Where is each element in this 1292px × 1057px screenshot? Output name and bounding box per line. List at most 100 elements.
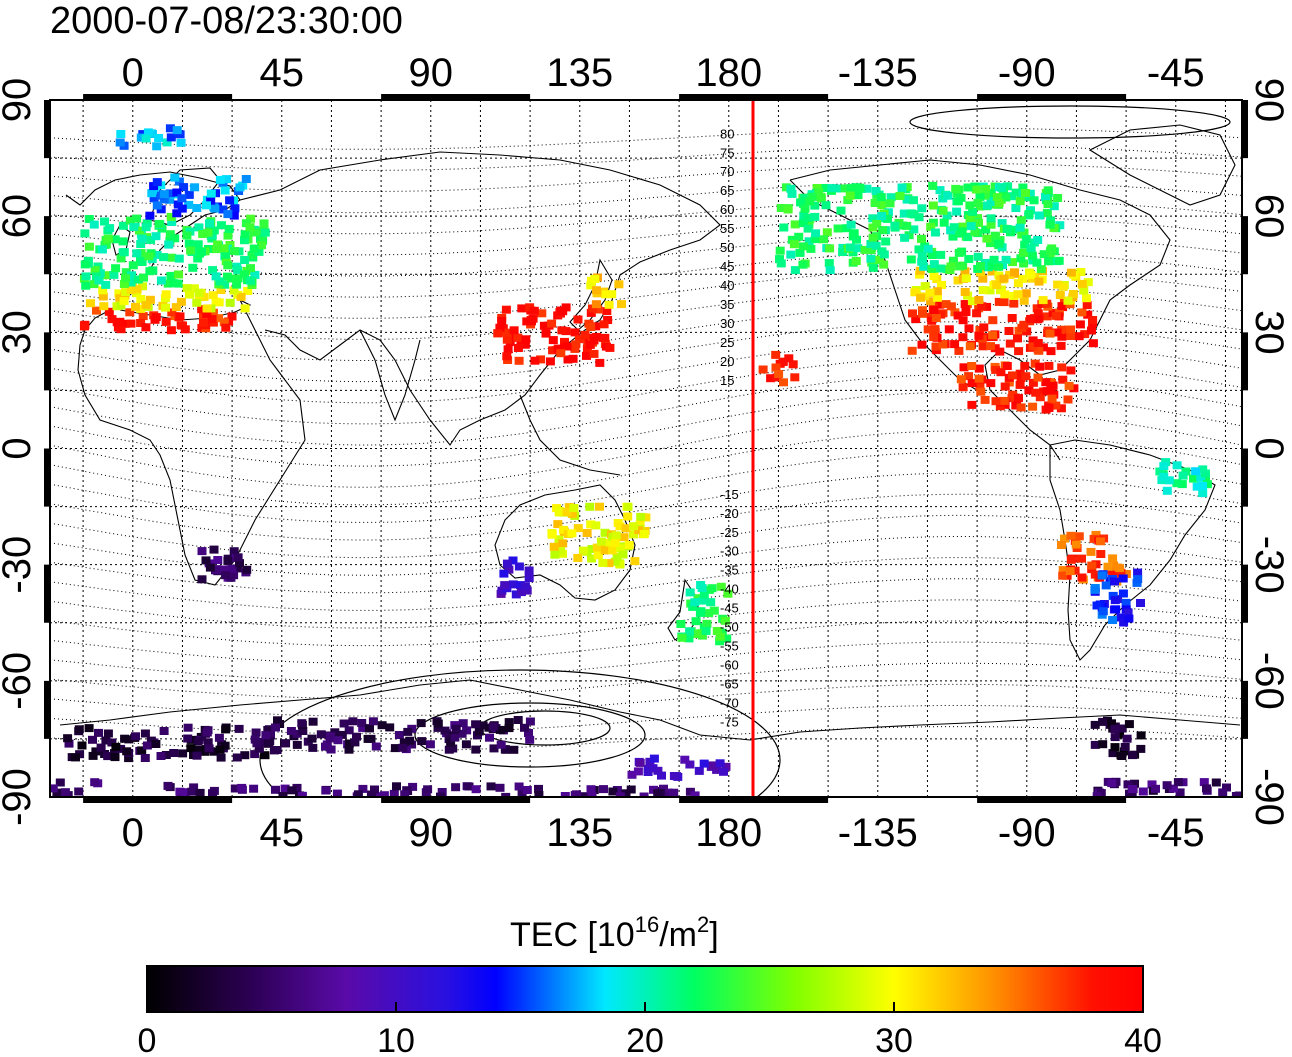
tec-cell [224, 224, 234, 233]
tec-cell [582, 351, 591, 360]
tec-cell [548, 346, 558, 355]
tec-cell [332, 789, 342, 797]
tec-cell [964, 255, 974, 263]
magnetic-latitude-curve [50, 286, 1242, 340]
tec-cell [1051, 401, 1061, 410]
tec-cell [250, 750, 260, 759]
tec-cell [902, 195, 912, 204]
tec-cell [165, 230, 175, 239]
tec-cell [706, 598, 716, 607]
tec-cell [1011, 188, 1021, 197]
tec-cell [173, 200, 183, 209]
south-magnetic-oval-outer [259, 669, 781, 797]
tec-cell [242, 565, 252, 574]
tec-cell [370, 785, 379, 794]
tec-cell [685, 588, 695, 597]
tec-cell [107, 738, 117, 747]
tec-cell [115, 317, 125, 326]
tec-cell [810, 201, 820, 210]
tec-cell [1041, 192, 1050, 201]
tec-cell [881, 237, 891, 246]
tec-cell [497, 316, 507, 325]
tec-cell [101, 280, 111, 289]
tec-cell [1042, 209, 1052, 217]
tec-cell [943, 191, 953, 200]
tec-cell [917, 204, 927, 213]
latitude-tick-label-right: 0 [1247, 437, 1291, 459]
tec-cell [333, 736, 343, 745]
tec-cell [194, 745, 204, 754]
tec-cell [80, 229, 90, 238]
tec-cell [50, 784, 58, 793]
tec-cell [1065, 567, 1075, 576]
tec-cell [965, 342, 975, 351]
tec-cell [1092, 792, 1102, 797]
tec-cell [1055, 291, 1065, 299]
tec-cell [408, 782, 418, 791]
tec-cell [520, 582, 530, 591]
magnetic-latitude-label: 50 [720, 240, 734, 255]
tec-cell [524, 729, 533, 737]
tec-cell [134, 226, 144, 235]
tec-cell [1136, 744, 1146, 753]
tec-cell [989, 255, 999, 264]
tec-cell [799, 242, 808, 251]
tec-cell [568, 354, 578, 363]
magnetic-latitude-label: -55 [720, 639, 739, 654]
tec-cell [633, 767, 643, 776]
tec-cell [141, 134, 151, 143]
tec-cell [920, 282, 930, 291]
tec-cell [938, 206, 948, 215]
tec-cell [929, 272, 939, 281]
coastline-india [359, 329, 421, 422]
tec-cell [1077, 554, 1086, 563]
tec-cell [811, 229, 821, 238]
tec-cell [169, 749, 179, 757]
tec-cell [131, 732, 140, 741]
tec-cell [929, 260, 939, 269]
tec-cell [358, 784, 368, 793]
tec-cell [176, 138, 186, 147]
tec-cell [125, 308, 135, 317]
tec-cell [101, 240, 111, 249]
tec-cell [197, 305, 207, 314]
tec-cell [513, 716, 523, 724]
tec-cell [392, 782, 401, 791]
tec-cell [992, 281, 1002, 289]
tec-cell [403, 727, 413, 736]
tec-cell [221, 257, 231, 266]
tec-cell [1066, 531, 1076, 540]
longitude-tick-label-bottom: 45 [260, 811, 305, 855]
tec-cell [967, 379, 977, 388]
magnetic-latitude-curve [50, 599, 1242, 647]
tec-cell [927, 316, 937, 325]
tec-cell [1172, 461, 1182, 470]
tec-cell [1019, 259, 1029, 268]
tec-cell [233, 274, 243, 283]
tec-cell [902, 183, 912, 192]
tec-cell [694, 766, 704, 775]
tec-cell [141, 223, 151, 232]
tec-cell [966, 222, 976, 231]
tec-cell [1024, 386, 1034, 395]
tec-cell [910, 288, 920, 297]
tec-cell [520, 723, 529, 732]
magnetic-latitude-curve [50, 356, 1242, 425]
tec-cell [495, 725, 505, 734]
tec-cell [440, 726, 450, 735]
tec-cell [988, 316, 998, 325]
tec-cell [524, 566, 534, 575]
tec-cell [812, 184, 822, 192]
tec-cell [599, 320, 609, 329]
left-latitude-axis: 90 60 30 0 -30 -60 -90 [0, 78, 39, 826]
tec-cell [1002, 225, 1012, 233]
tec-cell [615, 522, 625, 531]
tec-cell [193, 240, 203, 249]
magnetic-latitude-label: -35 [720, 563, 739, 578]
tec-cell [220, 741, 230, 750]
tec-cell [229, 547, 239, 556]
coastline-greenland [1088, 124, 1236, 206]
tec-cell [803, 213, 813, 222]
tec-cell [197, 547, 207, 556]
tec-cell [618, 550, 628, 559]
